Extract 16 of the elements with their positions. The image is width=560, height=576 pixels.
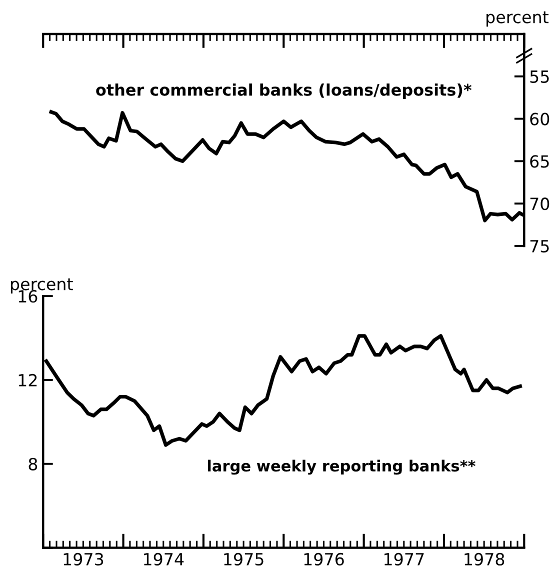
x-tick-label: 1978 <box>464 552 504 566</box>
y-tick-label: 75 <box>530 240 549 253</box>
x-tick-label: 1974 <box>144 552 184 566</box>
y-tick-label: 60 <box>530 112 550 126</box>
x-tick-label: 1976 <box>304 552 344 566</box>
x-tick-label: 1975 <box>224 552 264 566</box>
y-tick-label: 55 <box>530 70 549 83</box>
x-tick-label: 1977 <box>384 552 424 566</box>
x-tick-label: 1973 <box>64 552 104 566</box>
y-tick-label: 65 <box>530 155 549 168</box>
y-tick-label: 70 <box>530 198 550 210</box>
series-label: other commercial banks (loans/deposits)* <box>96 83 472 99</box>
y-tick-label: 12 <box>18 374 37 386</box>
y-tick-label: 8 <box>28 458 38 470</box>
series-label: large weekly reporting banks** <box>208 460 476 475</box>
y-axis-title: percent <box>486 11 548 27</box>
